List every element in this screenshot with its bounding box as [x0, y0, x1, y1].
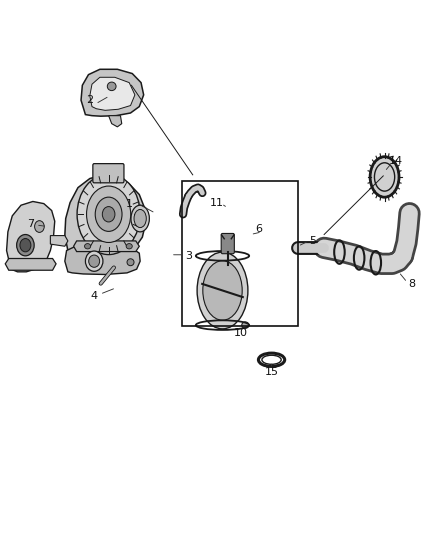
- Ellipse shape: [197, 252, 248, 329]
- Polygon shape: [65, 245, 140, 274]
- Text: 6: 6: [255, 224, 262, 234]
- Ellipse shape: [131, 205, 149, 232]
- Polygon shape: [81, 69, 144, 116]
- Ellipse shape: [102, 207, 115, 222]
- Ellipse shape: [370, 157, 399, 197]
- Text: 7: 7: [27, 219, 34, 229]
- Ellipse shape: [95, 197, 122, 231]
- Ellipse shape: [85, 251, 103, 271]
- Ellipse shape: [107, 82, 116, 91]
- Ellipse shape: [134, 209, 146, 228]
- Ellipse shape: [35, 221, 44, 232]
- Ellipse shape: [242, 322, 249, 328]
- Text: 11: 11: [210, 198, 224, 207]
- Bar: [182, 181, 298, 326]
- Ellipse shape: [203, 261, 242, 320]
- Ellipse shape: [127, 259, 134, 265]
- Ellipse shape: [17, 235, 34, 256]
- Polygon shape: [74, 241, 139, 252]
- Text: 10: 10: [234, 328, 248, 337]
- Text: 3: 3: [185, 251, 192, 261]
- Polygon shape: [5, 259, 56, 270]
- Text: 1: 1: [126, 199, 133, 208]
- Ellipse shape: [85, 244, 91, 249]
- Text: 2: 2: [86, 95, 93, 105]
- Ellipse shape: [20, 239, 31, 252]
- Polygon shape: [90, 77, 135, 110]
- Ellipse shape: [126, 244, 132, 249]
- Polygon shape: [109, 116, 122, 127]
- FancyBboxPatch shape: [93, 164, 124, 183]
- Text: 4: 4: [91, 292, 98, 301]
- Text: 5: 5: [310, 236, 317, 246]
- Ellipse shape: [88, 255, 99, 268]
- Ellipse shape: [87, 186, 131, 243]
- Polygon shape: [7, 201, 55, 272]
- FancyBboxPatch shape: [221, 233, 234, 254]
- Text: 8: 8: [408, 279, 415, 288]
- Polygon shape: [50, 236, 68, 246]
- Ellipse shape: [77, 174, 140, 255]
- Text: 14: 14: [389, 156, 403, 166]
- Polygon shape: [65, 175, 145, 258]
- Text: 15: 15: [265, 367, 279, 377]
